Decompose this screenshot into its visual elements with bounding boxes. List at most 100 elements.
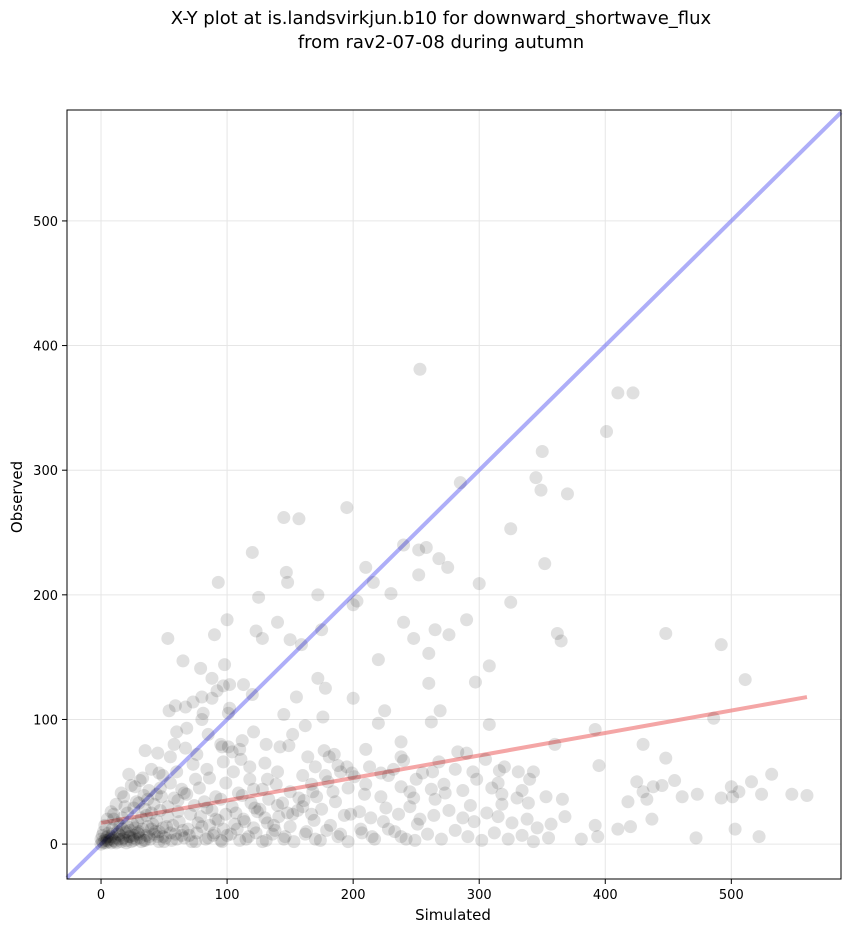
data-point <box>550 626 564 640</box>
x-axis-label: Simulated <box>415 906 491 924</box>
data-point <box>134 811 148 825</box>
data-point <box>421 827 435 841</box>
data-point <box>346 691 360 705</box>
x-tick-label: 500 <box>719 888 744 903</box>
data-point <box>645 812 659 826</box>
data-point <box>139 808 153 822</box>
x-tick-label: 300 <box>467 888 492 903</box>
data-point <box>394 735 408 749</box>
data-point <box>544 817 558 831</box>
data-point <box>271 765 285 779</box>
data-point <box>144 822 158 836</box>
data-point <box>453 476 467 490</box>
data-point <box>315 623 329 637</box>
data-point <box>334 827 348 841</box>
y-axis-label: Observed <box>8 461 26 533</box>
data-point <box>219 776 233 790</box>
data-point <box>307 813 321 827</box>
data-point <box>223 701 237 715</box>
data-point <box>117 831 131 845</box>
data-point <box>112 832 126 846</box>
chart-title: X-Y plot at is.landsvirkjun.b10 for down… <box>171 8 712 29</box>
data-point <box>283 820 297 834</box>
data-point <box>209 790 223 804</box>
data-point <box>646 780 660 794</box>
data-point <box>292 791 306 805</box>
data-point <box>534 483 548 497</box>
data-point <box>161 631 175 645</box>
data-point <box>466 765 480 779</box>
regression-line <box>100 695 808 825</box>
data-point <box>238 815 252 829</box>
identity-line-layer <box>65 111 843 880</box>
data-point <box>520 812 534 826</box>
chart-title-group: X-Y plot at is.landsvirkjun.b10 for down… <box>171 8 712 53</box>
data-point <box>97 836 111 850</box>
data-point <box>95 835 109 849</box>
data-point <box>548 737 562 751</box>
data-point <box>320 823 334 837</box>
data-point <box>119 833 133 847</box>
data-point <box>114 786 128 800</box>
data-point <box>144 762 158 776</box>
data-point <box>291 803 305 817</box>
data-point <box>523 772 537 786</box>
data-point <box>115 822 129 836</box>
data-point <box>247 725 261 739</box>
data-point <box>714 638 728 652</box>
data-point <box>491 776 505 790</box>
data-point <box>200 762 214 776</box>
data-point <box>366 575 380 589</box>
data-point <box>357 787 371 801</box>
data-point <box>166 818 180 832</box>
data-point <box>376 815 390 829</box>
data-point <box>126 817 140 831</box>
data-point <box>359 560 373 574</box>
data-point <box>216 822 230 836</box>
data-point <box>755 787 769 801</box>
data-point <box>272 810 286 824</box>
data-point <box>707 711 721 725</box>
data-point <box>221 706 235 720</box>
data-point <box>94 832 108 846</box>
data-point <box>170 832 184 846</box>
data-point <box>283 633 297 647</box>
data-point <box>301 750 315 764</box>
data-point <box>186 757 200 771</box>
data-point <box>327 747 341 761</box>
data-point <box>161 810 175 824</box>
data-point <box>201 727 215 741</box>
data-point <box>245 688 259 702</box>
data-point <box>200 801 214 815</box>
data-point <box>230 822 244 836</box>
data-point <box>422 676 436 690</box>
x-tick-label: 100 <box>215 888 240 903</box>
data-point <box>515 828 529 842</box>
data-point <box>199 832 213 846</box>
data-point <box>153 803 167 817</box>
data-point <box>428 623 442 637</box>
data-point <box>234 752 248 766</box>
data-point <box>162 704 176 718</box>
data-point <box>163 750 177 764</box>
data-point <box>600 425 614 439</box>
data-point <box>110 825 124 839</box>
tick-layer: 0 100 200 300 400 500 0 100 200 300 400 500 <box>33 215 744 903</box>
data-point <box>195 820 209 834</box>
data-point <box>211 813 225 827</box>
data-point <box>415 766 429 780</box>
data-point <box>438 786 452 800</box>
data-point <box>305 807 319 821</box>
data-point <box>117 790 131 804</box>
data-point <box>235 734 249 748</box>
data-point <box>215 835 229 849</box>
data-point <box>146 817 160 831</box>
data-point <box>427 808 441 822</box>
data-point <box>347 770 361 784</box>
data-point <box>108 831 122 845</box>
data-point <box>186 695 200 709</box>
data-point <box>170 765 184 779</box>
data-point <box>738 673 752 687</box>
data-point <box>318 681 332 695</box>
data-point <box>724 780 738 794</box>
